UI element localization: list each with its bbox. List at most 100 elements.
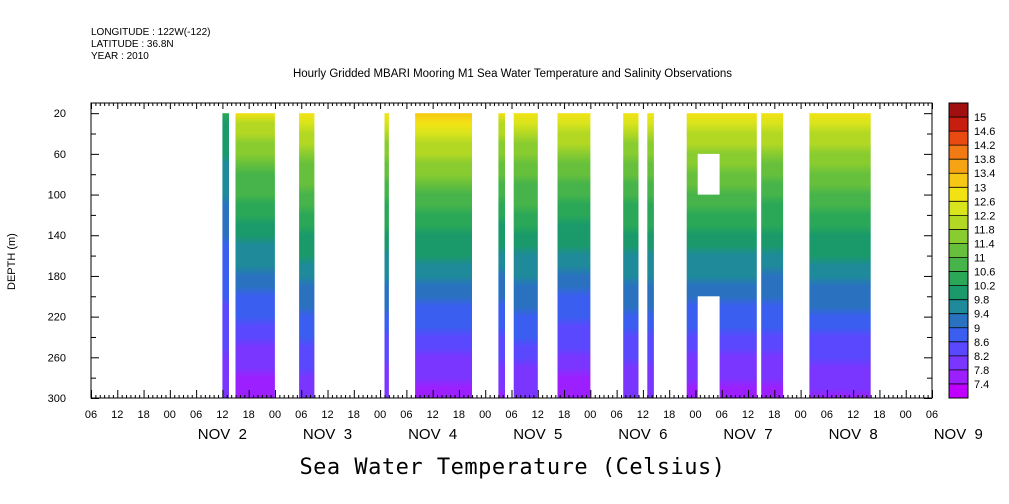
x-tick-label: 18 [453,409,465,421]
data-block [513,113,538,398]
date-label: NOV 6 [618,426,667,443]
date-labels: NOV 2 NOV 3 NOV 4 NOV 5 NOV 6 NOV 7 NOV 8 NOV 9 [198,426,983,443]
colorbar-label: 7.4 [974,379,989,391]
plot-frame [90,102,933,399]
colorbar: 7.4 7.8 8.2 8.6 9 9.4 9.8 10.2 10.6 11 11.4 11.8 12.… [948,102,995,399]
x-tick-label: 18 [873,409,885,421]
x-tick-label: 06 [505,409,517,421]
longitude-label: LONGITUDE : 122W(-122) [91,27,211,38]
colorbar-swatch [949,145,968,160]
x-tick-label: 00 [584,409,596,421]
colorbar-label: 8.6 [974,337,989,349]
colorbar-swatch [949,299,968,315]
x-tick-label: 00 [689,409,701,421]
colorbar-label: 12.2 [974,210,995,222]
colorbar-swatch [949,257,968,272]
y-tick-label: 60 [54,149,66,161]
y-tick-label: 180 [48,271,66,283]
date-label: NOV 4 [408,426,457,443]
x-tick-label: 12 [427,409,439,421]
colorbar-label: 8.2 [974,351,989,363]
y-tick-label: 140 [48,230,66,242]
x-axis-title: Sea Water Temperature (Celsius) [299,455,726,480]
x-tick-label: 06 [821,409,833,421]
data-block [557,113,591,398]
y-tick-label: 100 [48,190,66,202]
y-tick-label: 260 [48,352,66,364]
data-block [623,113,639,398]
x-tick-label: 06 [190,409,202,421]
x-tick-label: 00 [794,409,806,421]
colorbar-swatch [949,215,968,230]
colorbar-swatch [949,341,968,357]
colorbar-label: 11.8 [974,224,995,236]
date-label: NOV 9 [934,426,983,443]
data-block [809,113,871,398]
colorbar-label: 7.8 [974,365,989,377]
x-tick-label: 18 [348,409,360,421]
y-tick-label: 300 [48,393,66,405]
x-tick-label: 06 [926,409,938,421]
y-tick-labels: 20 60 100 140 180 220 260 300 [48,108,66,405]
colorbar-swatch [949,271,968,286]
colorbar-label: 10.6 [974,267,995,279]
date-label: NOV 5 [513,426,562,443]
colorbar-swatch [949,285,968,300]
x-tick-labels: 06 12 18 00 06 12 18 00 06 12 18 00 06 12 18 00 06 12 18 00… [85,409,938,421]
x-tick-label: 00 [164,409,176,421]
colorbar-label: 13.4 [974,168,995,180]
data-block [299,113,315,398]
colorbar-label: 11 [974,253,985,265]
colorbar-swatch [949,173,968,188]
x-tick-label: 00 [374,409,386,421]
x-tick-label: 18 [558,409,570,421]
colorbar-label: 13 [974,182,986,194]
axis-ticks [91,103,933,399]
missing-data-gaps [697,153,720,398]
x-tick-label: 06 [400,409,412,421]
colorbar-label: 9.8 [974,295,989,307]
latitude-label: LATITUDE : 36.8N [91,39,174,50]
colorbar-label: 11.4 [974,239,995,251]
x-tick-label: 06 [716,409,728,421]
data-block [415,113,472,398]
colorbar-swatch [949,327,968,343]
colorbar-label: 10.2 [974,281,995,293]
colorbar-label: 9 [974,323,980,335]
missing-data-gap [697,296,720,398]
colorbar-swatch [949,243,968,258]
data-block [498,113,505,398]
colorbar-label: 14.2 [974,140,995,152]
data-block [647,113,654,398]
colorbar-frame [948,102,969,399]
y-tick-label: 20 [54,108,66,120]
colorbar-swatch [949,117,968,132]
x-tick-label: 18 [663,409,675,421]
x-tick-label: 12 [637,409,649,421]
date-label: NOV 3 [303,426,352,443]
x-tick-label: 18 [243,409,255,421]
x-tick-label: 12 [111,409,123,421]
colorbar-swatch [949,201,968,216]
date-label: NOV 8 [829,426,878,443]
colorbar-label: 15 [974,112,986,124]
x-tick-label: 12 [742,409,754,421]
data-blocks [222,113,871,398]
colorbar-swatch [949,103,968,118]
colorbar-swatch [949,187,968,202]
colorbar-swatch [949,313,968,329]
y-tick-label: 220 [48,312,66,324]
x-tick-label: 06 [295,409,307,421]
x-tick-label: 06 [85,409,97,421]
date-label: NOV 7 [723,426,772,443]
year-label: YEAR : 2010 [91,51,149,62]
x-tick-label: 12 [216,409,228,421]
x-tick-label: 06 [610,409,622,421]
x-tick-label: 18 [137,409,149,421]
x-tick-label: 12 [847,409,859,421]
data-block [222,113,229,398]
colorbar-label: 13.8 [974,154,995,166]
colorbar-label: 14.6 [974,126,995,138]
colorbar-swatch [949,369,968,385]
x-tick-label: 18 [768,409,780,421]
